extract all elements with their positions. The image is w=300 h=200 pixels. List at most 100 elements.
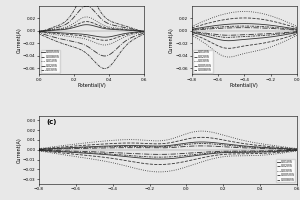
0.02V/S xyxy=(103,55,107,57)
0.008V/S xyxy=(69,147,73,149)
0.005V/S xyxy=(37,149,41,151)
0.02V/S xyxy=(107,54,110,56)
0.005V/S xyxy=(37,30,41,33)
Y-axis label: Current(A): Current(A) xyxy=(16,137,22,163)
0.03V/S xyxy=(253,154,257,157)
0.01V/S xyxy=(37,30,41,33)
0.005V/S xyxy=(92,25,95,27)
0.008V/S xyxy=(190,29,194,31)
0.01V/S xyxy=(276,35,280,37)
0.005V/S xyxy=(224,150,228,152)
Line: 0.03V/S: 0.03V/S xyxy=(192,11,297,57)
0.005V/S xyxy=(253,150,257,152)
0.01V/S xyxy=(107,43,110,46)
0.02V/S xyxy=(108,157,111,159)
0.02V/S xyxy=(240,153,243,155)
0.03V/S xyxy=(158,171,161,173)
0.01V/S xyxy=(253,151,257,153)
0.02V/S xyxy=(74,13,78,16)
0.02V/S xyxy=(286,24,289,26)
0.005V/S xyxy=(227,34,230,36)
0.008V/S xyxy=(108,153,111,155)
Line: 0.03V/S: 0.03V/S xyxy=(39,131,297,172)
0.005V/S xyxy=(242,33,245,36)
0.03V/S xyxy=(161,171,165,173)
0.02V/S xyxy=(190,33,194,35)
0.008V/S xyxy=(88,36,92,39)
Line: 0.01V/S: 0.01V/S xyxy=(39,142,297,159)
0.005V/S xyxy=(124,32,127,35)
0.03V/S xyxy=(88,56,92,58)
Line: 0.008V/S: 0.008V/S xyxy=(39,144,297,157)
0.01V/S xyxy=(224,151,228,154)
0.01V/S xyxy=(227,23,231,25)
0.03V/S xyxy=(37,150,41,152)
0.02V/S xyxy=(69,145,73,148)
0.02V/S xyxy=(244,17,248,19)
0.03V/S xyxy=(200,130,204,132)
X-axis label: Potential(V): Potential(V) xyxy=(230,83,259,88)
0.02V/S xyxy=(161,163,165,166)
0.005V/S xyxy=(74,26,78,28)
0.005V/S xyxy=(227,27,231,29)
0.01V/S xyxy=(244,22,248,25)
0.008V/S xyxy=(92,22,95,24)
Line: 0.02V/S: 0.02V/S xyxy=(192,18,297,48)
Line: 0.03V/S: 0.03V/S xyxy=(39,0,144,69)
0.005V/S xyxy=(240,150,243,152)
Line: 0.005V/S: 0.005V/S xyxy=(192,28,297,35)
0.03V/S xyxy=(260,49,263,51)
0.01V/S xyxy=(161,158,165,160)
0.02V/S xyxy=(227,18,231,20)
0.005V/S xyxy=(158,153,161,156)
0.005V/S xyxy=(107,36,110,38)
0.01V/S xyxy=(242,22,246,25)
0.03V/S xyxy=(103,67,107,70)
Y-axis label: Current(A): Current(A) xyxy=(16,27,22,53)
0.02V/S xyxy=(260,42,263,45)
0.02V/S xyxy=(253,152,257,155)
0.03V/S xyxy=(92,0,95,1)
0.008V/S xyxy=(37,148,41,151)
0.005V/S xyxy=(190,29,194,31)
0.005V/S xyxy=(37,148,41,151)
0.01V/S xyxy=(190,28,194,30)
0.008V/S xyxy=(224,151,228,153)
0.02V/S xyxy=(227,47,230,50)
0.008V/S xyxy=(286,28,289,30)
0.02V/S xyxy=(158,163,161,166)
0.02V/S xyxy=(85,5,88,7)
0.03V/S xyxy=(190,34,194,37)
0.03V/S xyxy=(37,33,41,35)
0.005V/S xyxy=(108,151,111,154)
0.005V/S xyxy=(133,29,136,32)
Text: (c): (c) xyxy=(47,119,57,125)
0.01V/S xyxy=(124,35,127,38)
0.03V/S xyxy=(276,43,280,45)
0.01V/S xyxy=(133,29,136,31)
0.005V/S xyxy=(88,34,92,36)
0.02V/S xyxy=(190,27,194,29)
0.03V/S xyxy=(227,56,230,58)
Legend: 0.01V/S, 0.02V/S, 0.03V/S, 0.005V/S, 0.008V/S: 0.01V/S, 0.02V/S, 0.03V/S, 0.005V/S, 0.0… xyxy=(276,159,296,182)
X-axis label: Potential(V): Potential(V) xyxy=(77,83,106,88)
0.005V/S xyxy=(286,28,289,31)
Line: 0.01V/S: 0.01V/S xyxy=(192,24,297,41)
0.01V/S xyxy=(92,18,95,21)
0.008V/S xyxy=(260,34,263,37)
0.02V/S xyxy=(242,45,245,47)
0.008V/S xyxy=(276,33,280,35)
0.005V/S xyxy=(37,30,41,32)
0.008V/S xyxy=(242,25,246,27)
0.008V/S xyxy=(227,36,230,39)
0.02V/S xyxy=(133,28,136,31)
0.03V/S xyxy=(108,161,111,163)
0.008V/S xyxy=(107,39,110,41)
0.008V/S xyxy=(161,156,165,158)
0.008V/S xyxy=(124,34,127,36)
Line: 0.02V/S: 0.02V/S xyxy=(39,6,144,56)
0.01V/S xyxy=(88,39,92,42)
0.01V/S xyxy=(260,37,263,39)
0.02V/S xyxy=(242,17,246,19)
0.01V/S xyxy=(158,158,161,160)
